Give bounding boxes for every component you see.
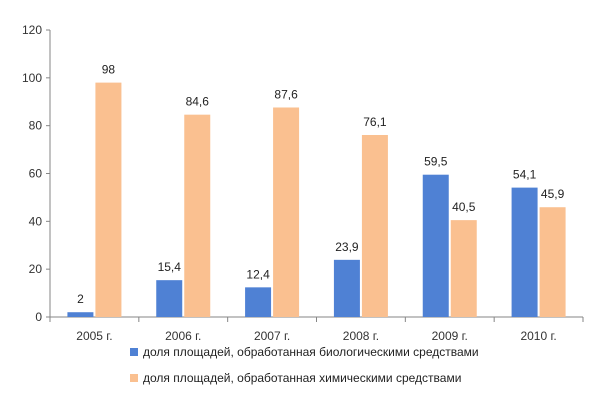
bar-chemical [361, 134, 388, 317]
legend-label: доля площадей, обработанная химическими … [143, 371, 461, 385]
bar-biological [422, 174, 449, 317]
x-tick-label: 2009 г. [432, 329, 468, 343]
bar-chemical [450, 220, 477, 317]
data-label: 76,1 [363, 115, 387, 129]
legend-swatch [130, 374, 138, 382]
y-tick-label: 100 [22, 71, 42, 85]
x-tick-label: 2005 г. [76, 329, 112, 343]
legend: доля площадей, обработанная биологически… [130, 345, 479, 385]
y-tick-label: 40 [29, 214, 43, 228]
data-label: 45,9 [541, 187, 565, 201]
y-tick-label: 80 [29, 119, 43, 133]
bar-chemical [273, 107, 300, 318]
data-label: 2 [77, 292, 84, 306]
legend-label: доля площадей, обработанная биологически… [143, 345, 479, 359]
legend-swatch [130, 348, 138, 356]
data-label: 40,5 [452, 200, 476, 214]
data-labels: 2 15,4 12,4 23,9 59,5 54,1 98 84,6 87,6 76,1 40,5 4… [77, 63, 565, 307]
data-label: 54,1 [513, 168, 537, 182]
data-label: 98 [102, 63, 116, 77]
axes: 0 20 40 60 80 100 120 2005 г. 2006 г. 2007 г. 2008… [22, 23, 584, 343]
bar-biological [511, 187, 538, 317]
bar-biological [245, 287, 272, 317]
y-tick-label: 120 [22, 23, 42, 37]
bar-biological [333, 259, 360, 317]
x-tick-label: 2007 г. [254, 329, 290, 343]
bars [67, 82, 566, 318]
bar-chemical [184, 114, 211, 317]
data-label: 23,9 [335, 240, 359, 254]
data-label: 15,4 [158, 260, 182, 274]
x-tick-label: 2010 г. [520, 329, 556, 343]
x-tick-label: 2008 г. [343, 329, 379, 343]
data-label: 59,5 [424, 155, 448, 169]
y-tick-label: 60 [29, 167, 43, 181]
data-label: 87,6 [274, 87, 298, 101]
y-tick-label: 20 [29, 262, 43, 276]
y-tick-label: 0 [35, 310, 42, 324]
data-label: 84,6 [186, 95, 210, 109]
data-label: 12,4 [246, 267, 270, 281]
bar-biological [156, 280, 183, 317]
bar-chemical [95, 82, 122, 317]
bar-chemical [539, 207, 566, 317]
x-tick-label: 2006 г. [165, 329, 201, 343]
bar-biological [67, 312, 94, 317]
